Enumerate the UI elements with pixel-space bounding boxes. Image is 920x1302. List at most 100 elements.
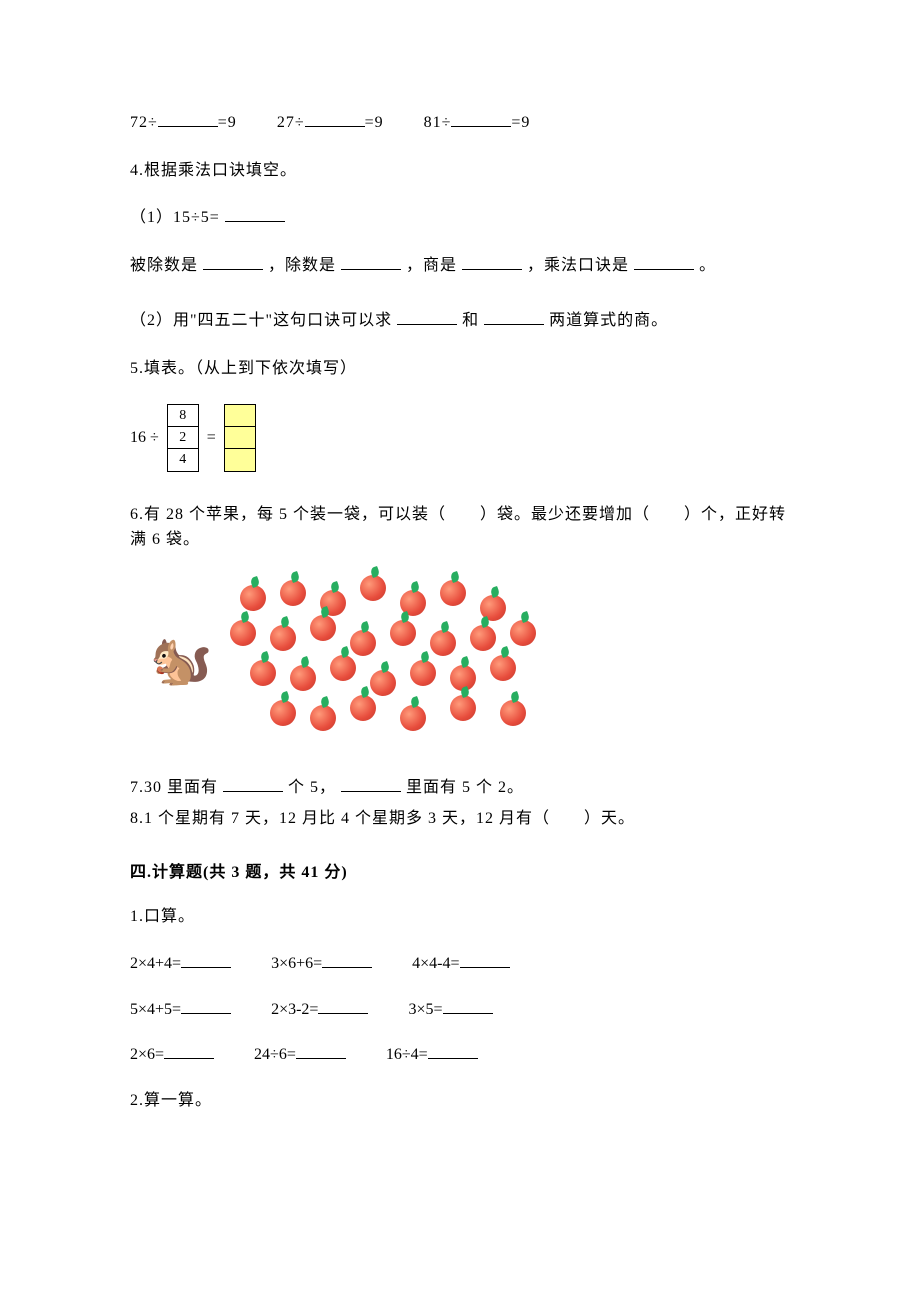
q4-1-text: （1）15÷5= <box>130 209 220 226</box>
apple-icon <box>250 660 276 686</box>
q4-2: （2）用"四五二十"这句口诀可以求 和 两道算式的商。 <box>130 308 790 334</box>
apple-icon <box>310 705 336 731</box>
calc1-rows: 2×4+4= 3×6+6= 4×4-4= 5×4+5= 2×3-2= 3×5= … <box>130 951 790 1068</box>
calc1-r3c2-blank[interactable] <box>296 1042 346 1059</box>
q4-line2-p2: ，商是 <box>406 257 457 274</box>
apple-icon <box>330 655 356 681</box>
apple-icon <box>270 700 296 726</box>
apple-icon <box>510 620 536 646</box>
q4-2-p0: （2）用"四五二十"这句口诀可以求 <box>130 312 392 329</box>
q5-title: 5.填表。（从上到下依次填写） <box>130 356 790 382</box>
q4-line2-p3: ，乘法口诀是 <box>527 257 629 274</box>
apple-icon <box>390 620 416 646</box>
q7-p0: 7.30 里面有 <box>130 779 218 796</box>
q4-1-blank[interactable] <box>225 205 285 222</box>
apple-icon <box>400 705 426 731</box>
q7-blank1[interactable] <box>223 775 283 792</box>
apple-icon <box>440 580 466 606</box>
q4-line2-blank2[interactable] <box>341 253 401 270</box>
calc1-r2c2-blank[interactable] <box>318 997 368 1014</box>
calc1-r1c2: 3×6+6= <box>271 951 322 977</box>
apple-icon <box>410 660 436 686</box>
calc1-row-2: 5×4+5= 2×3-2= 3×5= <box>130 997 790 1023</box>
q4-line2-blank1[interactable] <box>203 253 263 270</box>
apple-scene: 🐿️ <box>150 575 570 745</box>
calc1-r2c3: 3×5= <box>408 997 442 1023</box>
q4-line2-p1: ，除数是 <box>268 257 336 274</box>
q5-divisor-stack: 8 2 4 <box>167 404 199 472</box>
q3-eq-2-b: =9 <box>365 110 384 136</box>
q4-2-blank2[interactable] <box>484 308 544 325</box>
q5-ans-2[interactable] <box>225 427 255 449</box>
q7-blank2[interactable] <box>341 775 401 792</box>
apple-icon <box>430 630 456 656</box>
q5-answer-stack <box>224 404 256 472</box>
q3-eq-1-blank[interactable] <box>158 110 218 127</box>
calc1-r2c1: 5×4+5= <box>130 997 181 1023</box>
q3-eq-1: 72÷ =9 <box>130 110 237 136</box>
section4-title: 四.计算题(共 3 题，共 41 分) <box>130 860 790 886</box>
q7-p1: 个 5， <box>288 779 336 796</box>
calc1-r3c3-blank[interactable] <box>428 1042 478 1059</box>
q4-2-p2: 两道算式的商。 <box>549 312 668 329</box>
apple-icon <box>490 655 516 681</box>
q5-div-3: 4 <box>168 449 198 471</box>
apple-icon <box>310 615 336 641</box>
q7: 7.30 里面有 个 5， 里面有 5 个 2。 <box>130 775 790 801</box>
apple-icon <box>370 670 396 696</box>
calc1-r1c1: 2×4+4= <box>130 951 181 977</box>
calc1-r2c3-blank[interactable] <box>443 997 493 1014</box>
q5-ans-3[interactable] <box>225 449 255 471</box>
q3-eq-3-b: =9 <box>511 110 530 136</box>
calc2-title: 2.算一算。 <box>130 1088 790 1114</box>
apple-icon <box>280 580 306 606</box>
q4-title: 4.根据乘法口诀填空。 <box>130 158 790 184</box>
calc1-r2c2: 2×3-2= <box>271 997 318 1023</box>
q5-left-label: 16 ÷ <box>130 425 159 451</box>
q4-2-p1: 和 <box>462 312 479 329</box>
calc1-r3c1: 2×6= <box>130 1042 164 1068</box>
calc1-r1c2-blank[interactable] <box>322 951 372 968</box>
q8-text: 8.1 个星期有 7 天，12 月比 4 个星期多 3 天，12 月有（ ）天。 <box>130 806 790 832</box>
q4-line2-p0: 被除数是 <box>130 257 198 274</box>
q5-div-2: 2 <box>168 427 198 449</box>
calc1-r1c3: 4×4-4= <box>412 951 459 977</box>
q4-1: （1）15÷5= <box>130 205 790 231</box>
q4-line2-blank3[interactable] <box>462 253 522 270</box>
q6-text: 6.有 28 个苹果，每 5 个装一袋，可以装（ ）袋。最少还要增加（ ）个，正… <box>130 502 790 553</box>
q3-eq-2: 27÷ =9 <box>277 110 384 136</box>
q4-line2-blank4[interactable] <box>634 253 694 270</box>
q3-eq-3-a: 81÷ <box>424 110 452 136</box>
calc1-title: 1.口算。 <box>130 904 790 930</box>
q3-eq-3: 81÷ =9 <box>424 110 531 136</box>
apple-icon <box>270 625 296 651</box>
q5-ans-1[interactable] <box>225 405 255 427</box>
q3-eq-3-blank[interactable] <box>451 110 511 127</box>
apple-icon <box>230 620 256 646</box>
q4-line2-p4: 。 <box>699 257 716 274</box>
apple-icon <box>240 585 266 611</box>
q4-2-blank1[interactable] <box>397 308 457 325</box>
calc1-r1c3-blank[interactable] <box>460 951 510 968</box>
apple-icon <box>500 700 526 726</box>
calc1-row-1: 2×4+4= 3×6+6= 4×4-4= <box>130 951 790 977</box>
apple-icon <box>350 695 376 721</box>
calc1-r1c1-blank[interactable] <box>181 951 231 968</box>
apple-icon <box>450 695 476 721</box>
apple-icon <box>350 630 376 656</box>
calc1-r2c1-blank[interactable] <box>181 997 231 1014</box>
q3-row: 72÷ =9 27÷ =9 81÷ =9 <box>130 110 790 136</box>
calc1-r3c2: 24÷6= <box>254 1042 296 1068</box>
calc1-r3c3: 16÷4= <box>386 1042 428 1068</box>
apple-icon <box>360 575 386 601</box>
apple-icon <box>290 665 316 691</box>
calc1-row-3: 2×6= 24÷6= 16÷4= <box>130 1042 790 1068</box>
q5-table-eq: 16 ÷ 8 2 4 = <box>130 404 790 472</box>
q3-eq-1-a: 72÷ <box>130 110 158 136</box>
q7-p2: 里面有 5 个 2。 <box>406 779 524 796</box>
squirrel-icon: 🐿️ <box>150 635 212 685</box>
q4-line2: 被除数是 ，除数是 ，商是 ，乘法口诀是 。 <box>130 253 790 279</box>
calc1-r3c1-blank[interactable] <box>164 1042 214 1059</box>
apple-icon <box>470 625 496 651</box>
q3-eq-2-blank[interactable] <box>305 110 365 127</box>
